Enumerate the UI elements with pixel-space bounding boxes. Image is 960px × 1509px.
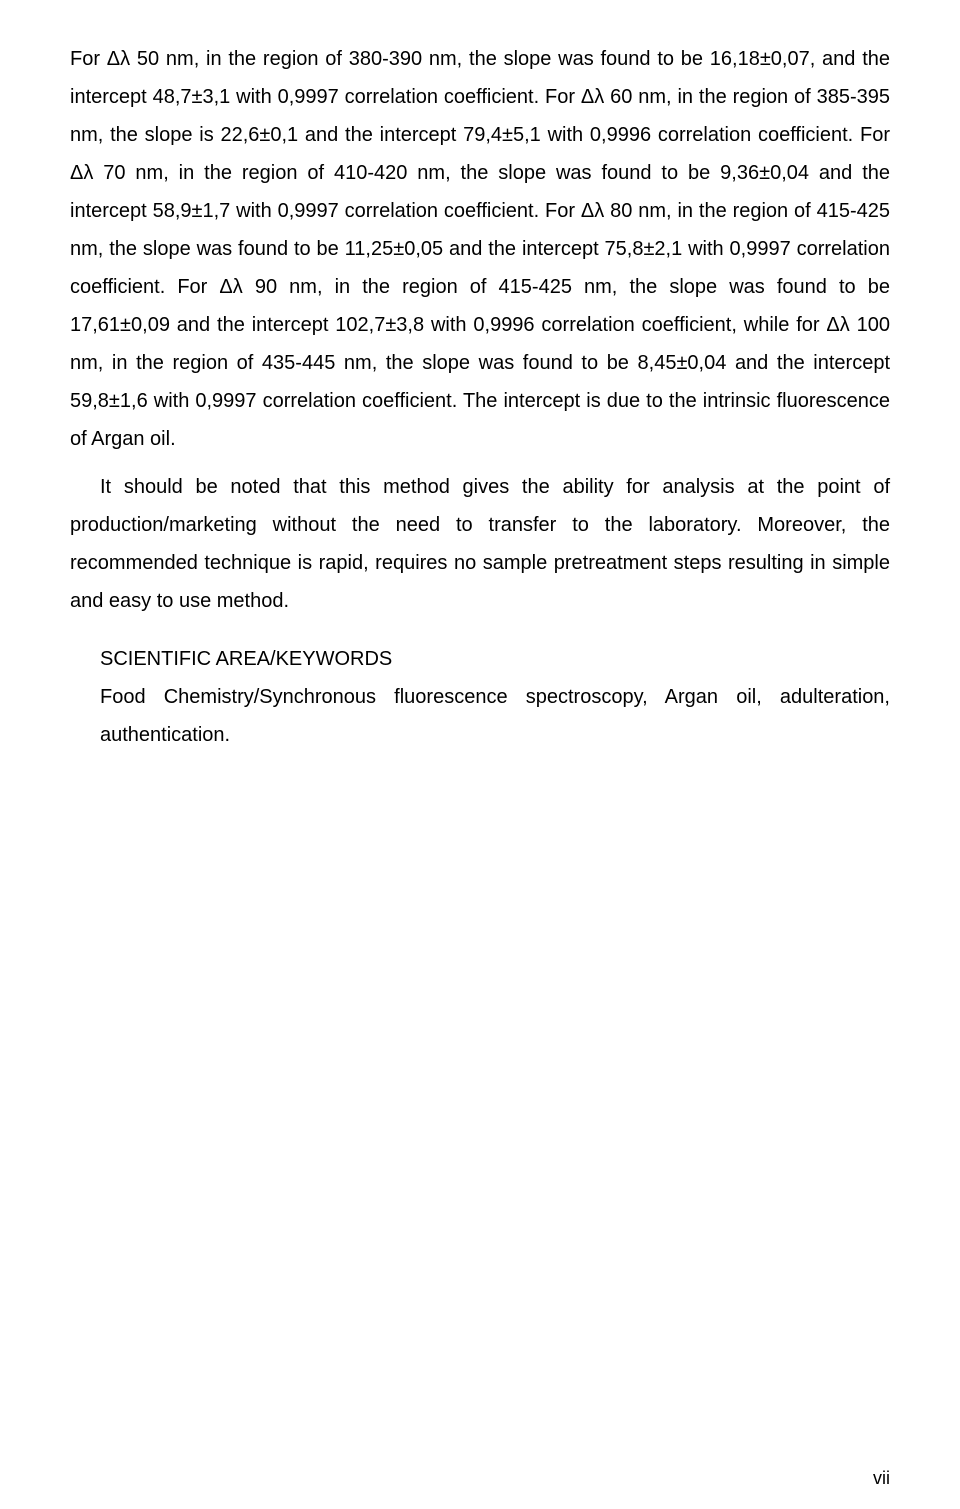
paragraph-conclusion: It should be noted that this method give… — [70, 468, 890, 620]
document-page: For Δλ 50 nm, in the region of 380-390 n… — [0, 0, 960, 1509]
page-number: vii — [873, 1468, 890, 1489]
paragraph-results: For Δλ 50 nm, in the region of 380-390 n… — [70, 40, 890, 458]
section-heading-keywords: SCIENTIFIC AREA/KEYWORDS — [100, 640, 890, 678]
keywords-text: Food Chemistry/Synchronous fluorescence … — [100, 678, 890, 754]
